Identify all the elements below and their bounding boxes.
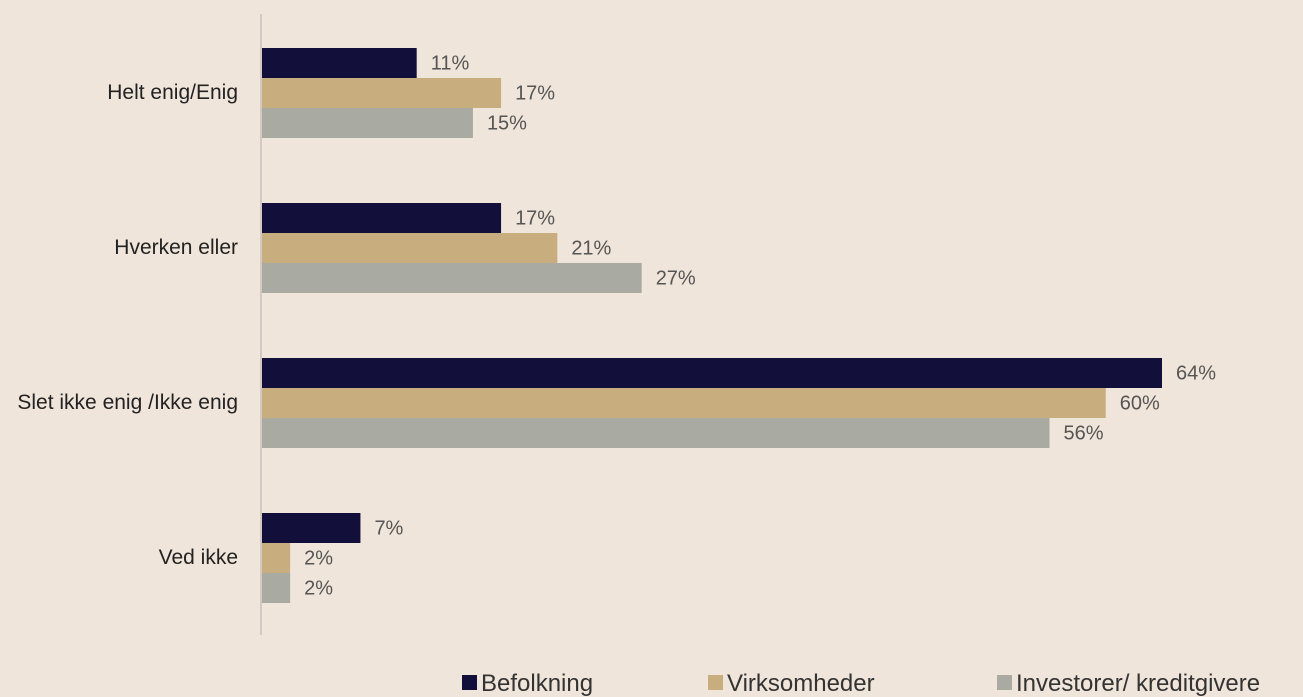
category-label-box: Ved ikke — [0, 543, 238, 573]
legend-label: Befolkning — [481, 670, 594, 697]
bar — [262, 263, 642, 293]
value-label: 7% — [374, 517, 403, 539]
legend-label: Investorer/ kreditgivere — [1016, 670, 1261, 697]
value-label: 2% — [304, 577, 333, 599]
legend-item: Investorer/ kreditgivere — [997, 670, 1260, 697]
category-label-box: Hverken eller — [0, 233, 238, 263]
category-label: Hverken eller — [114, 236, 238, 259]
bar — [262, 203, 502, 233]
bar — [262, 573, 291, 603]
category-label: Helt enig/Enig — [107, 81, 238, 104]
value-label: 21% — [571, 237, 611, 259]
value-label: 27% — [656, 267, 696, 289]
value-label: 64% — [1176, 362, 1216, 384]
value-label: 17% — [515, 207, 555, 229]
legend-swatch — [708, 675, 723, 690]
bar — [262, 543, 291, 573]
category-label: Ved ikke — [158, 546, 238, 569]
category-label: Slet ikke enig /Ikke enig — [17, 391, 238, 414]
bar — [262, 513, 361, 543]
plot-area: 11% 17% 15% 17% 21% 27% 64% 60% 56% 7% 2% 2% — [260, 14, 1216, 635]
legend-label: Virksomheder — [727, 670, 875, 697]
value-label: 15% — [487, 112, 527, 134]
category-label-box: Slet ikke enig /Ikke enig — [0, 388, 238, 418]
bar — [262, 388, 1106, 418]
bar — [262, 78, 502, 108]
legend-item: Virksomheder — [708, 670, 875, 697]
value-label: 2% — [304, 547, 333, 569]
legend: Befolkning Virksomheder Investorer/ kredit… — [0, 670, 1303, 697]
bar — [262, 48, 417, 78]
value-label: 60% — [1120, 392, 1160, 414]
bar — [262, 358, 1162, 388]
value-label: 17% — [515, 82, 555, 104]
value-label: 56% — [1064, 422, 1104, 444]
legend-item: Befolkning — [462, 670, 593, 697]
legend-swatch — [462, 675, 477, 690]
legend-swatch — [997, 675, 1012, 690]
category-label-box: Helt enig/Enig — [0, 78, 238, 108]
bar — [262, 233, 558, 263]
value-label: 11% — [431, 52, 470, 74]
bar — [262, 108, 473, 138]
bar — [262, 418, 1050, 448]
